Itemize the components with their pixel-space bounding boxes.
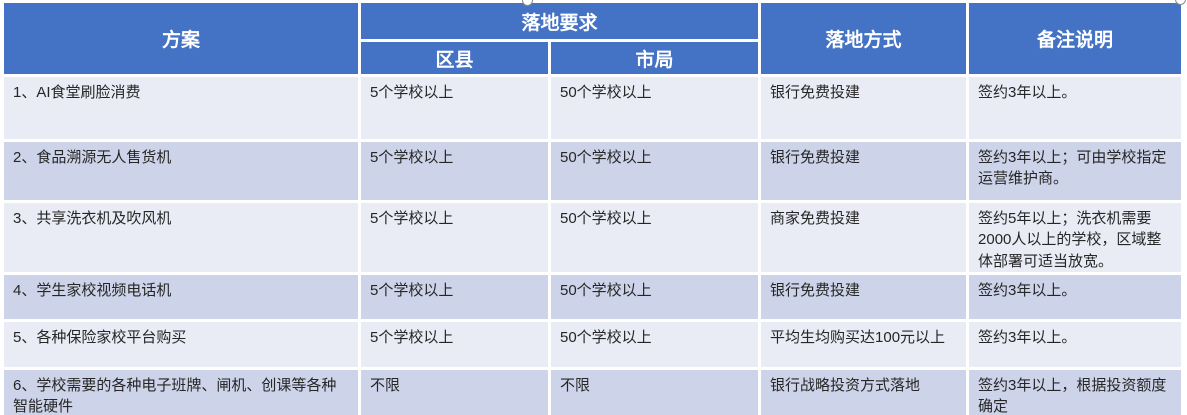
- cell-method: 银行战略投资方式落地: [761, 369, 967, 415]
- header-method: 落地方式: [761, 3, 967, 74]
- cell-method: 平均生均购买达100元以上: [761, 321, 967, 367]
- table-row: 1、AI食堂刷脸消费 5个学校以上 50个学校以上 银行免费投建 签约3年以上。: [4, 77, 1182, 139]
- cell-plan: 1、AI食堂刷脸消费: [4, 77, 358, 139]
- cell-plan: 5、各种保险家校平台购买: [4, 321, 358, 367]
- cell-district: 5个学校以上: [361, 203, 548, 272]
- cell-city: 50个学校以上: [551, 77, 759, 139]
- table-row: 4、学生家校视频电话机 5个学校以上 50个学校以上 银行免费投建 签约3年以上…: [4, 274, 1182, 319]
- header-plan: 方案: [4, 3, 358, 74]
- cell-district: 不限: [361, 369, 548, 415]
- cell-remark: 签约3年以上。: [969, 77, 1182, 139]
- cell-district: 5个学校以上: [361, 142, 548, 200]
- table-row: 5、各种保险家校平台购买 5个学校以上 50个学校以上 平均生均购买达100元以…: [4, 321, 1182, 367]
- header-requirement-group: 落地要求: [361, 3, 759, 39]
- cell-plan: 4、学生家校视频电话机: [4, 274, 358, 319]
- cell-plan: 2、食品溯源无人售货机: [4, 142, 358, 200]
- cell-city: 不限: [551, 369, 759, 415]
- cell-remark: 签约3年以上。: [969, 274, 1182, 319]
- header-city: 市局: [551, 42, 759, 74]
- cell-district: 5个学校以上: [361, 321, 548, 367]
- cell-remark: 签约3年以上。: [969, 321, 1182, 367]
- cell-remark: 签约3年以上，根据投资额度确定: [969, 369, 1182, 415]
- cell-method: 银行免费投建: [761, 77, 967, 139]
- cell-remark: 签约5年以上；洗衣机需要2000人以上的学校，区域整体部署可适当放宽。: [969, 203, 1182, 272]
- header-district: 区县: [361, 42, 548, 74]
- table-row: 2、食品溯源无人售货机 5个学校以上 50个学校以上 银行免费投建 签约3年以上…: [4, 142, 1182, 200]
- cell-city: 50个学校以上: [551, 321, 759, 367]
- cell-plan: 6、学校需要的各种电子班牌、闸机、创课等各种智能硬件: [4, 369, 358, 415]
- header-remark: 备注说明: [969, 3, 1182, 74]
- header-row-2: 区县 市局: [4, 42, 1181, 74]
- cell-plan: 3、共享洗衣机及吹风机: [4, 203, 358, 272]
- cell-district: 5个学校以上: [361, 77, 548, 139]
- cell-city: 50个学校以上: [551, 142, 759, 200]
- cell-method: 商家免费投建: [761, 203, 967, 272]
- cell-method: 银行免费投建: [761, 142, 967, 200]
- cell-district: 5个学校以上: [361, 274, 548, 319]
- header-row-1: 方案 落地要求 落地方式 备注说明: [4, 3, 1182, 74]
- table-row: 3、共享洗衣机及吹风机 5个学校以上 50个学校以上 商家免费投建 签约5年以上…: [4, 203, 1182, 272]
- cell-method: 银行免费投建: [761, 274, 967, 319]
- cell-city: 50个学校以上: [551, 203, 759, 272]
- cell-city: 50个学校以上: [551, 274, 759, 319]
- cell-remark: 签约3年以上；可由学校指定运营维护商。: [969, 142, 1182, 200]
- table-row: 6、学校需要的各种电子班牌、闸机、创课等各种智能硬件 不限 不限 银行战略投资方…: [4, 369, 1182, 415]
